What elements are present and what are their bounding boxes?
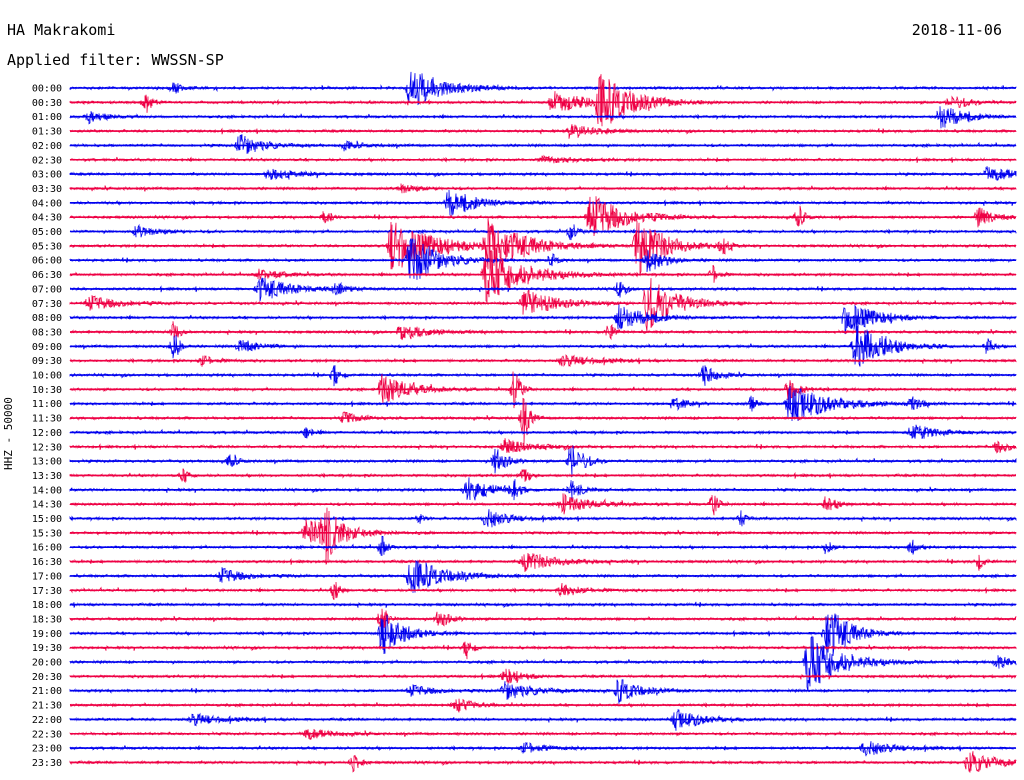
tick-label: 04:00 — [32, 198, 62, 209]
station-title: HA Makrakomi — [7, 21, 116, 39]
tick-label: 23:30 — [32, 758, 62, 769]
tick-label: 11:00 — [32, 399, 62, 410]
filter-label: Applied filter: WWSSN-SP — [7, 51, 224, 69]
tick-label: 19:30 — [32, 643, 62, 654]
trace-line — [69, 477, 1017, 501]
tick-label: 19:00 — [32, 629, 62, 640]
tick-label: 22:00 — [32, 715, 62, 726]
tick-label: 06:00 — [32, 256, 62, 267]
tick-label-group: 00:00 00:30 01:00 01:30 02:00 02:30 03:00 03:30… — [32, 84, 62, 769]
tick-label: 20:30 — [32, 672, 62, 683]
trace-line — [69, 552, 1017, 573]
tick-label: 02:30 — [32, 155, 62, 166]
trace-line — [69, 709, 1017, 731]
trace-line — [69, 249, 1017, 303]
trace-line — [69, 679, 1017, 704]
tick-label: 11:30 — [32, 414, 62, 425]
tick-label: 05:30 — [32, 241, 62, 252]
tick-label: 16:30 — [32, 557, 62, 568]
trace-group — [69, 71, 1017, 773]
tick-label: 12:00 — [32, 428, 62, 439]
trace-line — [69, 278, 1017, 332]
tick-label: 17:00 — [32, 571, 62, 582]
tick-label: 16:00 — [32, 543, 62, 554]
tick-label: 15:00 — [32, 514, 62, 525]
tick-label: 14:00 — [32, 485, 62, 496]
tick-label: 15:30 — [32, 528, 62, 539]
tick-label: 08:30 — [32, 327, 62, 338]
trace-line — [69, 641, 1017, 660]
date-label: 2018-11-06 — [911, 21, 1002, 39]
trace-line — [69, 613, 1017, 661]
tick-label: 00:30 — [32, 98, 62, 109]
tick-label: 01:30 — [32, 127, 62, 138]
tick-label: 21:30 — [32, 701, 62, 712]
tick-label: 18:00 — [32, 600, 62, 611]
trace-line — [69, 74, 1017, 127]
tick-label: 13:30 — [32, 471, 62, 482]
tick-label: 23:00 — [32, 744, 62, 755]
trace-line — [69, 635, 1017, 692]
tick-label: 09:30 — [32, 356, 62, 367]
tick-label: 07:00 — [32, 284, 62, 295]
tick-label: 20:00 — [32, 658, 62, 669]
tick-label: 10:00 — [32, 371, 62, 382]
tick-label: 05:00 — [32, 227, 62, 238]
tick-label: 02:00 — [32, 141, 62, 152]
tick-label: 00:00 — [32, 84, 62, 95]
tick-label: 17:30 — [32, 586, 62, 597]
tick-label: 01:00 — [32, 112, 62, 123]
trace-line — [69, 304, 1017, 335]
tick-label: 12:30 — [32, 442, 62, 453]
trace-line — [69, 134, 1017, 154]
tick-label: 22:30 — [32, 729, 62, 740]
trace-line — [69, 321, 1017, 341]
tick-label: 21:00 — [32, 686, 62, 697]
tick-label: 18:30 — [32, 614, 62, 625]
tick-label: 07:30 — [32, 299, 62, 310]
tick-label: 08:00 — [32, 313, 62, 324]
tick-label: 06:30 — [32, 270, 62, 281]
trace-line — [69, 535, 1017, 556]
trace-line — [69, 438, 1017, 454]
tick-label: 03:00 — [32, 170, 62, 181]
trace-line — [69, 608, 1017, 634]
tick-label: 13:00 — [32, 457, 62, 468]
tick-label: 04:30 — [32, 213, 62, 224]
tick-label: 03:30 — [32, 184, 62, 195]
tick-label: 10:30 — [32, 385, 62, 396]
tick-label: 09:00 — [32, 342, 62, 353]
tick-label: 14:30 — [32, 500, 62, 511]
